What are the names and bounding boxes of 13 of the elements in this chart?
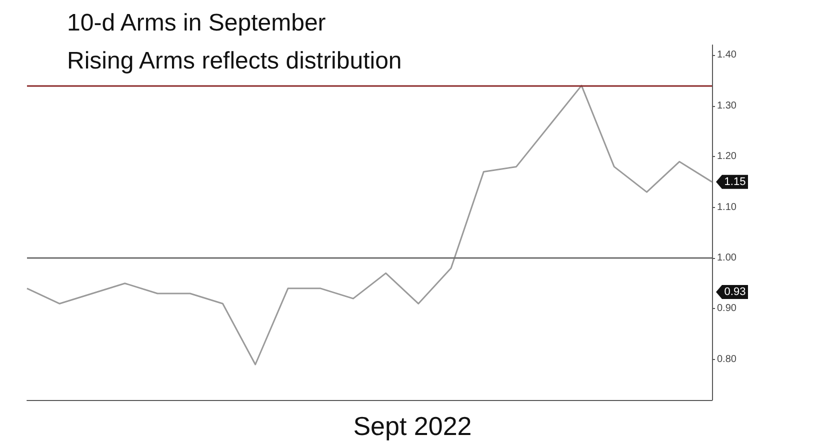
text: 0.93 [724, 286, 746, 298]
line-series [26, 84, 713, 366]
y-tick-label: 1.20 [717, 151, 737, 162]
y-tick-label: 1.10 [717, 202, 737, 213]
x-axis-title: Sept 2022 [353, 411, 472, 441]
chart-title: 10-d Arms in September [67, 10, 326, 36]
y-tick-label: 1.30 [717, 100, 737, 112]
y-tick-label: 1.00 [717, 252, 737, 264]
y-tick-label: 0.90 [717, 303, 737, 314]
data-label: 1.15 [724, 176, 746, 188]
y-tick-label: 1.40 [717, 50, 737, 61]
y-tick-label: 0.80 [717, 354, 737, 365]
chart-subtitle: Rising Arms reflects distribution [67, 48, 402, 74]
